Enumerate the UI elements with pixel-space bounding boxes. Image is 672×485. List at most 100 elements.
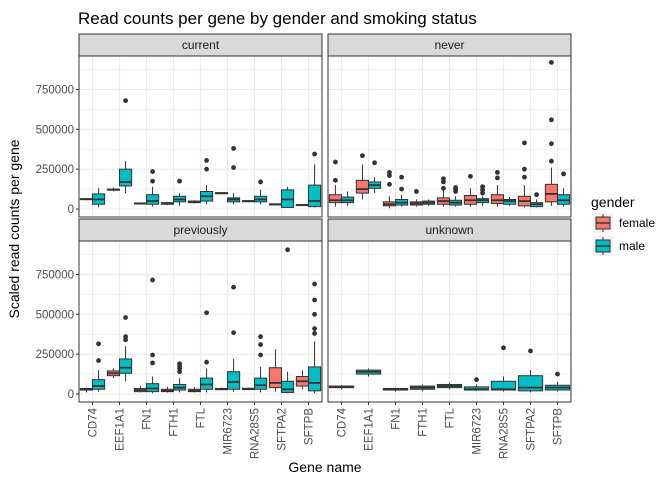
legend: gender female male [591,194,655,256]
legend-title: gender [591,194,635,210]
x-tick-label: CD74 [88,407,100,437]
strip-label-current: current [182,38,220,52]
box-previously-eef1a1-male [119,315,133,382]
outlier-point [399,174,404,180]
outlier-point [204,359,209,365]
box-current-rna28s5-female [241,200,256,203]
box-body [308,184,322,208]
panel-border-never [327,55,572,218]
outlier-point [333,159,338,165]
box-unknown-fn1-male [382,387,409,392]
box-previously-sftpa2-male [281,247,295,394]
outlier-point [123,334,128,340]
outlier-point [534,192,539,198]
y-tick-label: 750000 [36,84,74,96]
panel-previously: previously 0 250000 500000 750000 CD74 EEF1A1 F… [36,218,323,459]
box-never-cd74-male [341,191,355,206]
outlier-point [231,330,236,336]
outlier-point [414,189,419,194]
panel-never: never [327,33,572,218]
outlier-point [285,247,290,253]
box-body [119,168,133,187]
outlier-point [312,297,317,303]
outlier-point [312,281,317,287]
box-body [355,179,370,194]
y-tick-label: 750000 [36,269,74,281]
box-unknown-sftpa2-male [517,348,544,393]
outlier-point [501,345,506,351]
y-tick-label: 0 [68,389,74,401]
outlier-point [561,171,566,177]
y-tick-label: 0 [68,204,74,216]
x-tick-label: FTL [196,407,208,428]
outlier-point [150,178,155,184]
x-tick-label: EEF1A1 [115,408,127,451]
outlier-point [333,177,338,183]
box-previously-ftl-female [187,386,202,393]
x-axis-label: Gene name [288,459,361,475]
panel-current: current 0 250000 500000 750000 [36,33,323,218]
box-current-sftpa2-female [268,203,283,206]
box-current-eef1a1-male [119,98,133,194]
outlier-point [258,352,263,358]
outlier-point [96,341,101,347]
outlier-point [123,98,128,104]
outlier-point [399,186,404,192]
box-current-mir6723-female [214,192,229,195]
x-tick-label: SFTPA2 [277,408,289,451]
outlier-point [204,158,209,163]
outlier-point [555,371,560,377]
outlier-point [312,331,317,336]
outlier-point [441,185,446,191]
box-body [281,380,295,393]
outlier-point [177,361,182,367]
outlier-point [522,140,527,146]
legend-label-female: female [619,216,655,230]
outlier-point [549,141,554,147]
outlier-point [474,377,479,383]
box-previously-rna28s5-female [241,387,256,391]
box-never-sftpa2-male [530,192,544,208]
outlier-point [231,146,236,151]
outlier-point [522,174,527,180]
box-previously-ftl-male [200,310,214,393]
outlier-point [150,352,155,358]
outlier-point [177,178,182,184]
panels-layer: current 0 250000 500000 750000 never previousl… [36,33,572,459]
box-current-cd74-male [92,188,106,208]
outlier-point [123,315,128,320]
panel-unknown: unknown CD74 EEF1A1 FN1 FTH1 FTL MIR6723 RNA28S… [327,218,572,459]
box-body [227,371,241,390]
box-current-fn1-female [133,202,148,205]
box-unknown-eef1a1-male [355,368,382,377]
y-axis-label: Scaled read counts per gene [6,139,22,318]
y-tick-label: 250000 [36,349,74,361]
outlier-point [258,179,263,185]
x-tick-label: MIR6723 [472,408,484,455]
panel-border-current [78,55,323,218]
x-tick-label: RNA28S5 [499,408,511,459]
y-tick-label: 500000 [36,309,74,321]
box-never-eef1a1-male [368,160,382,194]
box-previously-fth1-male [173,361,187,393]
outlier-point [495,175,500,181]
chart-title: Read counts per gene by gender and smoki… [78,9,477,28]
box-current-rna28s5-male [254,179,268,205]
box-unknown-sftpb-male [544,371,571,392]
box-body [268,367,283,389]
box-previously-mir6723-female [214,387,229,391]
outlier-point [204,310,209,316]
box-never-cd74-female [328,159,343,207]
outlier-point [312,311,317,317]
outlier-point [372,160,377,166]
x-tick-label: FTH1 [418,408,430,437]
outlier-point [528,348,533,354]
outlier-point [150,169,155,174]
outlier-point [150,277,155,283]
box-previously-cd74-male [92,341,106,392]
box-body [490,194,505,204]
box-previously-fn1-male [146,277,160,394]
box-unknown-rna28s5-male [490,345,517,392]
